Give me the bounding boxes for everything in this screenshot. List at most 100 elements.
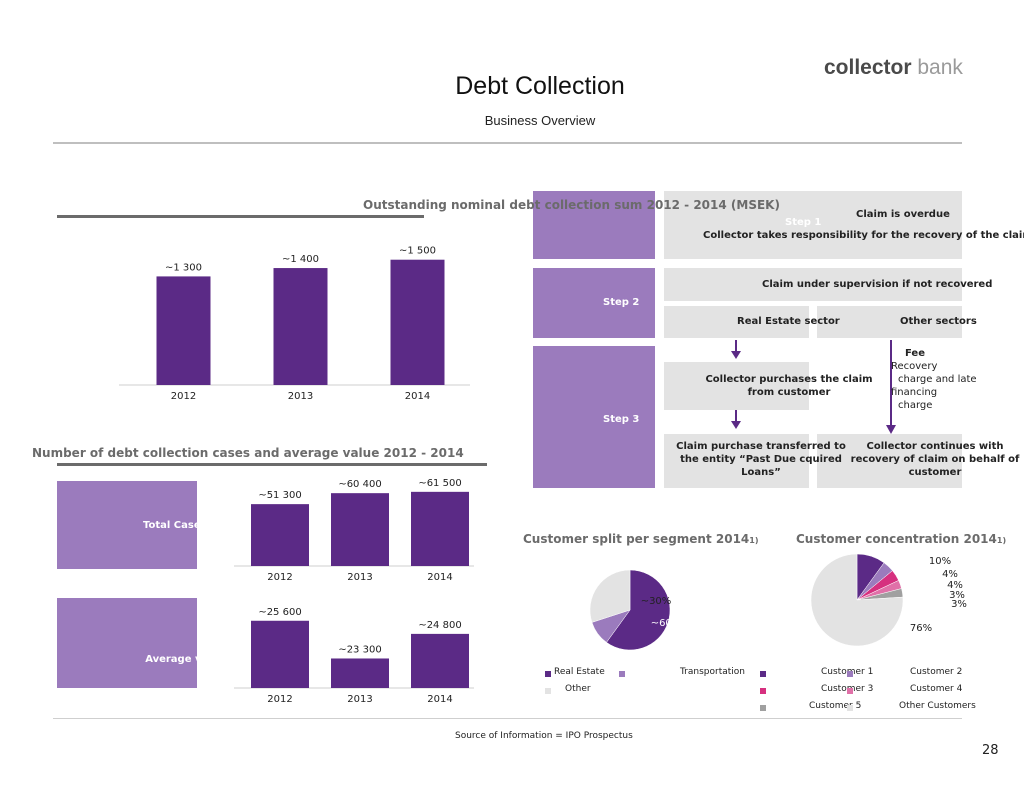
concentration-title-text: Customer concentration 2014 bbox=[796, 532, 997, 546]
average-value-box bbox=[57, 598, 197, 688]
step2-box bbox=[533, 268, 655, 338]
bar-2013 bbox=[331, 493, 389, 566]
data-label: ~60 400 bbox=[338, 479, 381, 490]
outstanding-title-rule bbox=[57, 215, 424, 218]
total-cases-label: Total Case bbox=[143, 520, 201, 531]
x-tick-label: 2013 bbox=[288, 391, 313, 402]
data-label: ~25 600 bbox=[258, 607, 301, 618]
average-value-line-2: collection ) bbox=[153, 690, 247, 701]
data-label: ~61 500 bbox=[418, 478, 461, 489]
average-value-line-1: Average va ebt bbox=[145, 654, 255, 665]
legend-swatch-customer-1 bbox=[760, 671, 766, 677]
fee-line-1: Recovery bbox=[891, 361, 938, 372]
legend-customer-4: Customer 4 bbox=[910, 684, 963, 694]
x-tick-label: 2012 bbox=[267, 694, 292, 705]
arrow-down-icon bbox=[886, 340, 896, 434]
legend-customer-2: Customer 2 bbox=[910, 667, 963, 677]
transfer-line-2: the entity “Past Due cquired bbox=[680, 454, 842, 465]
continue-line-3: customer bbox=[908, 467, 962, 478]
bar-2014 bbox=[390, 259, 445, 385]
transfer-line-1: Claim purchase transferred to bbox=[676, 441, 846, 452]
purchase-line-1: Collector purchases the claim bbox=[705, 374, 873, 385]
continue-text: Collector continues with recovery of cla… bbox=[850, 440, 1020, 479]
page-title: Debt Collection bbox=[455, 72, 625, 100]
purchase-panel bbox=[664, 362, 809, 410]
pie-slice-real-estate bbox=[606, 569, 671, 651]
continue-line-1: Collector continues with bbox=[866, 441, 1004, 452]
pie-label: 4% bbox=[947, 580, 963, 591]
arrow-down-icon bbox=[731, 340, 741, 359]
data-label: ~24 800 bbox=[418, 620, 461, 631]
legend-other: Other bbox=[565, 684, 591, 694]
cases-section-title: Number of debt collection cases and aver… bbox=[32, 446, 464, 460]
legend-real-estate: Real Estate bbox=[554, 667, 605, 677]
fee-line-3: financing bbox=[891, 387, 938, 398]
step3-box bbox=[533, 346, 655, 488]
overdue-text: Claim is overdue bbox=[856, 209, 950, 220]
segment-pie-chart: ~60% ~30% bbox=[589, 569, 682, 651]
flow-arrows bbox=[731, 340, 896, 434]
bar-2013 bbox=[273, 268, 328, 385]
segment-footnote: 1) bbox=[749, 536, 759, 545]
concentration-legend: Customer 1 Customer 2 Customer 3 Custome… bbox=[755, 664, 985, 720]
page-subtitle: Business Overview bbox=[484, 113, 596, 128]
data-label: ~1 300 bbox=[165, 262, 202, 273]
data-label: ~1 400 bbox=[282, 254, 319, 265]
bar-2014 bbox=[411, 491, 469, 566]
pie-label: 10% bbox=[929, 556, 951, 567]
pie-label: 4% bbox=[942, 569, 958, 580]
purchase-text: Collector purchases the claim from custo… bbox=[704, 373, 874, 399]
average-value-label: Average va ebt collection ) bbox=[120, 630, 280, 714]
supervision-panel bbox=[664, 268, 962, 301]
legend-other-customers: Other Customers bbox=[899, 701, 976, 711]
continue-panel bbox=[817, 434, 962, 488]
legend-swatch-real-estate bbox=[545, 671, 551, 677]
fee-title: Fee bbox=[905, 348, 925, 359]
data-label: ~51 300 bbox=[258, 490, 301, 501]
legend-swatch-customer-2 bbox=[847, 671, 853, 677]
step2-label: Step 2 bbox=[603, 297, 640, 308]
segment-legend: Real Estate Transportation Other bbox=[540, 664, 770, 704]
step1-box bbox=[533, 191, 655, 259]
logo-word-collector: collector bbox=[824, 56, 912, 79]
outstanding-chart-title: Outstanding nominal debt collection sum … bbox=[363, 198, 780, 212]
concentration-chart-title: Customer concentration 20141) bbox=[796, 532, 1006, 546]
fee-text: Fee Recovery charge and late financing c… bbox=[891, 347, 977, 412]
pie-label: ~60% bbox=[651, 618, 682, 629]
purchase-line-2: from customer bbox=[747, 387, 831, 398]
x-tick-label: 2012 bbox=[171, 391, 196, 402]
segment-chart-title: Customer split per segment 20141) bbox=[523, 532, 759, 546]
x-tick-label: 2014 bbox=[405, 391, 430, 402]
x-tick-label: 2013 bbox=[347, 694, 372, 705]
bar-2012 bbox=[156, 276, 211, 385]
pie-slice-other bbox=[589, 569, 631, 623]
pie-slice-other-customers bbox=[810, 553, 904, 647]
bar-2012 bbox=[251, 620, 309, 688]
concentration-pie-chart: 10%4%4%3%3%76% bbox=[810, 553, 967, 647]
pie-label: ~30% bbox=[641, 596, 672, 607]
data-label: ~23 300 bbox=[338, 644, 381, 655]
transfer-panel bbox=[664, 434, 809, 488]
legend-swatch-customer-3 bbox=[760, 688, 766, 694]
concentration-footnote: 1) bbox=[996, 536, 1007, 545]
x-tick-label: 2014 bbox=[427, 572, 452, 583]
header-divider bbox=[53, 142, 962, 144]
legend-customer-5: Customer 5 bbox=[809, 701, 862, 711]
legend-transportation: Transportation bbox=[680, 667, 745, 677]
other-sectors-panel bbox=[817, 306, 962, 338]
bar-2013 bbox=[331, 658, 389, 688]
other-sectors-text: Other sectors bbox=[900, 316, 977, 327]
step3-label: Step 3 bbox=[603, 414, 640, 425]
bar-2012 bbox=[251, 504, 309, 566]
arrow-down-icon bbox=[731, 410, 741, 429]
outstanding-chart: 2012 ~1 300 2013 ~1 400 2014 ~1 500 bbox=[119, 246, 470, 402]
fee-line-2: charge and late bbox=[898, 374, 977, 385]
bar-2014 bbox=[411, 633, 469, 688]
legend-swatch-other bbox=[545, 688, 551, 694]
pie-label: 76% bbox=[910, 623, 932, 634]
transfer-line-3: Loans” bbox=[741, 467, 781, 478]
segment-title-text: Customer split per segment 2014 bbox=[523, 532, 750, 546]
real-estate-sector-panel bbox=[664, 306, 809, 338]
fee-line-4: charge bbox=[898, 400, 933, 411]
cases-title-rule bbox=[57, 463, 487, 466]
